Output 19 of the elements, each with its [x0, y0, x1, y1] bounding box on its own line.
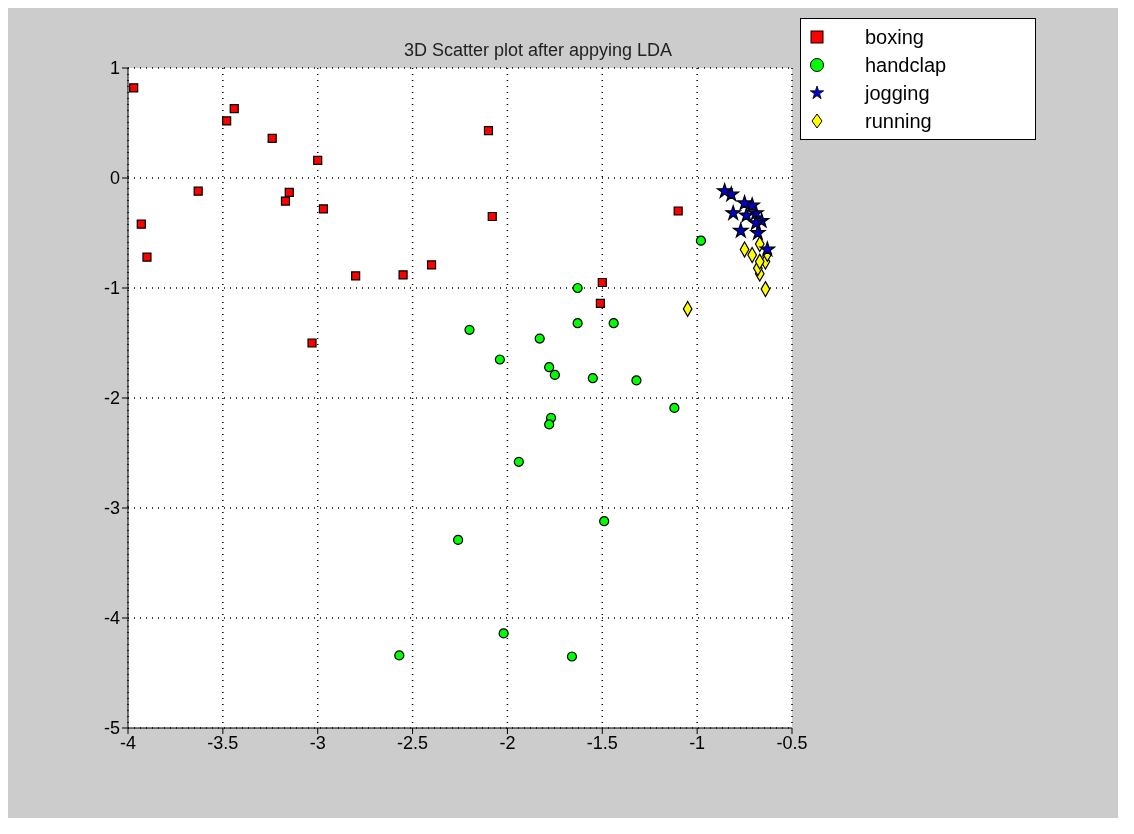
- legend-label: boxing: [865, 25, 924, 50]
- y-tick-label: -3: [103, 498, 120, 519]
- y-tick-label: -1: [103, 278, 120, 299]
- y-tick-label: 0: [109, 168, 120, 189]
- x-tick-label: -0.5: [776, 732, 808, 753]
- legend-label: jogging: [865, 81, 930, 106]
- y-tick-label: 1: [109, 58, 120, 79]
- x-tick-label: -1: [689, 732, 706, 753]
- y-tick-label: -2: [103, 388, 120, 409]
- y-tick-label: -5: [103, 718, 120, 739]
- x-tick-label: -3.5: [207, 732, 239, 753]
- x-tick-label: -1.5: [586, 732, 618, 753]
- chart-title: 3D Scatter plot after appying LDA: [403, 40, 673, 60]
- legend-label: running: [865, 109, 932, 134]
- x-tick-label: -2: [499, 732, 516, 753]
- legend-label: handclap: [865, 53, 947, 78]
- x-tick-label: -2.5: [397, 732, 429, 753]
- y-tick-label: -4: [103, 608, 120, 629]
- x-tick-label: -3: [309, 732, 326, 753]
